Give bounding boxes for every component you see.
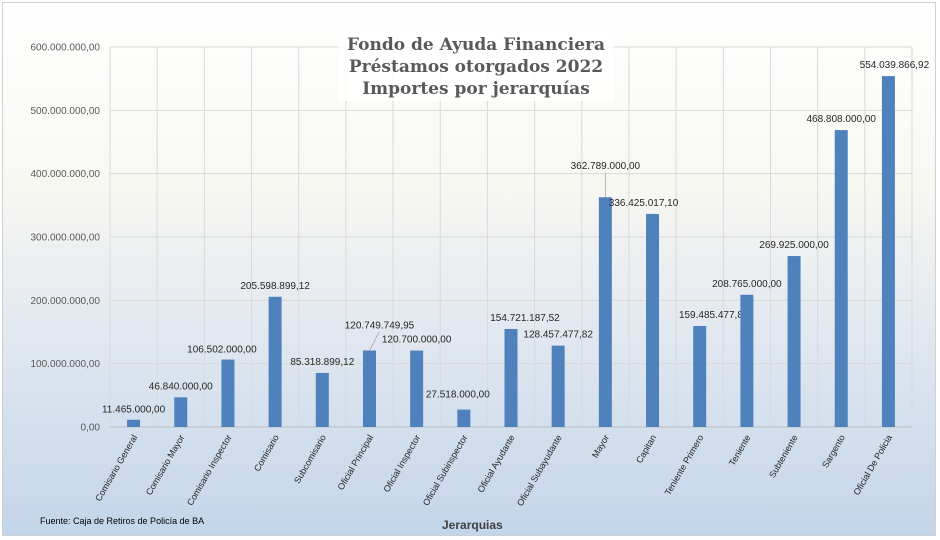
y-tick-label: 0,00 bbox=[81, 423, 101, 434]
x-tick-label: Oficial Inspector bbox=[381, 433, 422, 494]
data-label: 554.039.866,92 bbox=[860, 60, 930, 71]
data-label: 468.808.000,00 bbox=[806, 114, 876, 125]
x-tick-label: Comisario Mayor bbox=[144, 433, 187, 497]
chart-title-line-3: Importes por jerarquías bbox=[362, 79, 590, 99]
x-tick-label: Oficial Principal bbox=[336, 433, 376, 492]
x-tick-label: Subteniente bbox=[767, 433, 800, 480]
data-label: 154.721.187,52 bbox=[490, 313, 560, 324]
data-label-leader bbox=[369, 331, 380, 351]
data-label: 85.318.899,12 bbox=[290, 357, 354, 368]
x-tick-label: Oficial Subinspector bbox=[421, 433, 470, 507]
y-tick-label: 400.000.000,00 bbox=[30, 169, 100, 180]
bar bbox=[504, 329, 518, 427]
data-label: 27.518.000,00 bbox=[426, 390, 490, 401]
y-tick-label: 100.000.000,00 bbox=[30, 359, 100, 370]
source-note: Fuente: Caja de Retiros de Policía de BA bbox=[40, 516, 205, 526]
chart-title-line-2: Préstamos otorgados 2022 bbox=[348, 57, 604, 77]
x-tick-label: Capitan bbox=[634, 433, 658, 465]
data-label: 159.485.477,82 bbox=[679, 310, 749, 321]
x-tick-label: Oficial De Policia bbox=[851, 433, 894, 497]
bar bbox=[457, 409, 471, 427]
data-label: 208.765.000,00 bbox=[712, 279, 782, 290]
data-label: 269.925.000,00 bbox=[759, 240, 829, 251]
bar bbox=[834, 130, 848, 428]
y-tick-label: 300.000.000,00 bbox=[30, 233, 100, 244]
bar bbox=[551, 345, 565, 427]
bar bbox=[693, 325, 707, 427]
bar bbox=[410, 350, 424, 427]
bar bbox=[127, 419, 141, 427]
y-tick-label: 200.000.000,00 bbox=[30, 296, 100, 307]
data-label: 120.700.000,00 bbox=[382, 335, 452, 346]
data-label: 128.457.477,82 bbox=[523, 330, 593, 341]
x-tick-label: Oficial Ayudante bbox=[476, 433, 517, 494]
x-axis-title: Jerarquias bbox=[442, 518, 503, 532]
bar bbox=[740, 294, 754, 427]
bar bbox=[221, 359, 235, 427]
x-tick-label: Comisario General bbox=[93, 433, 139, 503]
x-tick-label: Subcomisario bbox=[292, 433, 328, 485]
y-tick-label: 600.000.000,00 bbox=[30, 43, 100, 54]
data-label: 46.840.000,00 bbox=[149, 381, 213, 392]
data-label: 362.789.000,00 bbox=[571, 161, 641, 172]
x-tick-label: Comisario Inspector bbox=[185, 433, 234, 507]
bar bbox=[174, 397, 188, 427]
bar bbox=[362, 350, 376, 427]
x-tick-label: Sargento bbox=[820, 433, 847, 470]
bar bbox=[646, 213, 660, 427]
bar bbox=[881, 76, 895, 427]
bar bbox=[598, 197, 612, 427]
data-label: 11.465.000,00 bbox=[102, 405, 166, 416]
x-tick-label: Teniente Primero bbox=[663, 433, 706, 497]
data-label: 205.598.899,12 bbox=[240, 281, 310, 292]
x-tick-label: Teniente bbox=[727, 433, 753, 467]
bar bbox=[787, 256, 801, 427]
x-tick-label: Comisario bbox=[252, 433, 281, 473]
data-label: 336.425.017,10 bbox=[609, 198, 679, 209]
x-tick-label: Oficial Subayudante bbox=[515, 433, 564, 508]
y-tick-label: 500.000.000,00 bbox=[30, 106, 100, 117]
chart-title: Fondo de Ayuda Financiera Préstamos otor… bbox=[338, 33, 614, 101]
bar bbox=[268, 296, 282, 427]
x-tick-label: Mayor bbox=[590, 433, 611, 460]
chart-title-line-1: Fondo de Ayuda Financiera bbox=[346, 35, 606, 55]
data-label: 106.502.000,00 bbox=[187, 345, 257, 356]
data-label: 120.749.749,95 bbox=[345, 321, 415, 332]
bar bbox=[315, 372, 329, 427]
